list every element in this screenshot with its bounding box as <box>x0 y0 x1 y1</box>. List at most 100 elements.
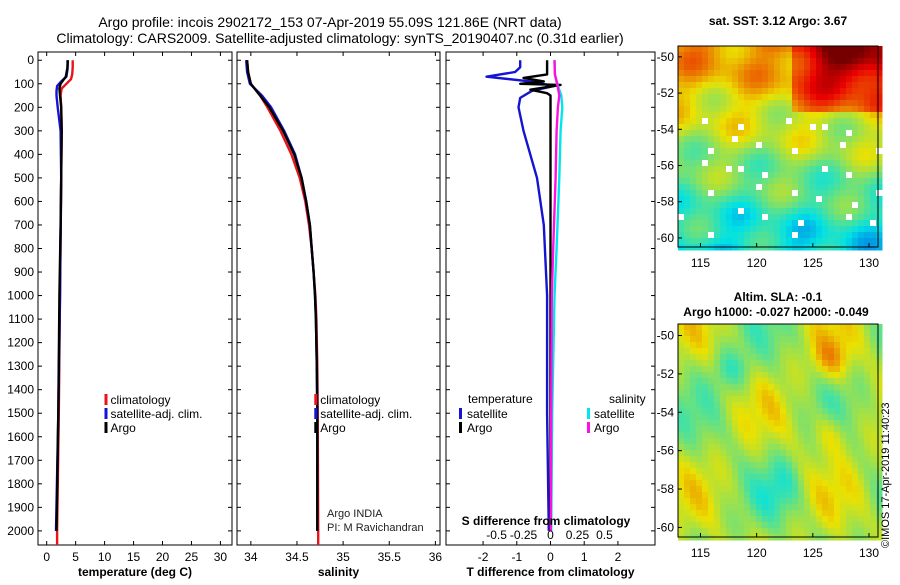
sla-map-cell <box>864 336 871 343</box>
sst-map-cell <box>690 148 697 155</box>
sla-map-cell <box>816 336 823 343</box>
sst-map-cell <box>708 220 715 227</box>
sla-map-cell <box>768 474 775 481</box>
sst-map-cell <box>726 130 733 137</box>
sla-map-cell <box>834 360 841 367</box>
sst-map-cell <box>798 232 805 239</box>
sla-map-cell <box>684 372 691 379</box>
sst-map-cell <box>762 76 769 83</box>
sst-map-cell <box>834 166 841 173</box>
sla-map-cell <box>810 504 817 511</box>
sst-map-cell <box>816 226 823 233</box>
sst-map-cell <box>804 166 811 173</box>
sst-map-cell <box>750 106 757 113</box>
sst-map-cell <box>864 160 871 167</box>
sla-map-cell <box>780 510 787 517</box>
sla-map-cell <box>792 504 799 511</box>
sst-map-cell <box>810 238 817 245</box>
sla-map-cell <box>696 366 703 373</box>
sst-map-cell <box>804 58 811 65</box>
sst-map-cell <box>870 226 877 233</box>
sla-map-cell <box>774 510 781 517</box>
sst-map-cell <box>840 226 847 233</box>
sla-map-cell <box>840 354 847 361</box>
sst-map-cell <box>738 58 745 65</box>
sla-map-cell <box>750 456 757 463</box>
sst-map-cell <box>804 100 811 107</box>
sst-map-cell <box>762 190 769 197</box>
sst-map-cell <box>780 70 787 77</box>
sla-map-cell <box>798 396 805 403</box>
sla-map-cell <box>702 384 709 391</box>
sla-map-cell <box>714 348 721 355</box>
sla-map-cell <box>744 504 751 511</box>
sst-map-cell <box>798 226 805 233</box>
sst-map-cell <box>690 220 697 227</box>
sst-map-cell <box>876 82 883 89</box>
sla-map-cell <box>702 336 709 343</box>
sst-map-cell <box>870 202 877 209</box>
sst-map-cell <box>870 94 877 101</box>
differences-series-salinity-argo <box>549 60 561 531</box>
sla-map-cell <box>816 420 823 427</box>
sla-map-cell <box>870 486 877 493</box>
sla-map-cell <box>786 468 793 475</box>
depth-tick-label: 1900 <box>7 500 34 514</box>
sla-map-cell <box>876 414 883 421</box>
sla-map-cell <box>732 336 739 343</box>
sst-map-cell <box>708 52 715 59</box>
sst-map-cell <box>768 100 775 107</box>
sst-map-cell <box>810 220 817 227</box>
sst-map-cell <box>822 52 829 59</box>
sst-map-xtick-label: 125 <box>803 256 823 270</box>
sla-map-cell <box>708 342 715 349</box>
sla-map-cell <box>876 390 883 397</box>
sla-map-cell <box>732 492 739 499</box>
sla-map-cell <box>744 372 751 379</box>
sst-map-cell <box>792 166 799 173</box>
sst-map-cell <box>732 106 739 113</box>
sla-map-cell <box>768 516 775 523</box>
sla-map-cell <box>798 324 805 331</box>
sla-map-cell <box>702 462 709 469</box>
sst-map-cell <box>750 88 757 95</box>
sst-map-cell <box>714 232 721 239</box>
sla-map-cell <box>816 444 823 451</box>
sla-map-cell <box>876 510 883 517</box>
sst-map-cell <box>792 142 799 149</box>
sla-map-cell <box>702 420 709 427</box>
differences-xtick-label: -1 <box>511 550 522 564</box>
sla-map-cell <box>690 426 697 433</box>
sst-map-cell <box>870 190 877 197</box>
sla-map-cell <box>720 456 727 463</box>
sla-map-cell <box>708 516 715 523</box>
sst-map-cell <box>828 214 835 221</box>
sst-map-cell <box>720 214 727 221</box>
sst-map-cell <box>690 106 697 113</box>
sst-map-cell <box>774 214 781 221</box>
sst-map-title: sat. SST: 3.12 Argo: 3.67 <box>709 14 848 28</box>
sst-map-cell <box>870 184 877 191</box>
sst-map-cell <box>804 202 811 209</box>
sla-map-cell <box>840 528 847 535</box>
sst-map-cell <box>870 52 877 59</box>
sla-map-cell <box>726 366 733 373</box>
sst-map-cell <box>840 64 847 71</box>
sst-map-cell <box>774 160 781 167</box>
sla-map-cell <box>732 528 739 535</box>
sla-map-cell <box>732 396 739 403</box>
sla-map-cell <box>810 396 817 403</box>
sst-map-cell <box>834 160 841 167</box>
sst-map-cell <box>858 118 865 125</box>
sla-map-cell <box>822 432 829 439</box>
sst-map-ytick-label: -54 <box>657 122 675 136</box>
sst-map-cell <box>822 82 829 89</box>
sla-map-cell <box>852 372 859 379</box>
sst-map-cell <box>744 52 751 59</box>
sst-map-cell <box>780 232 787 239</box>
sla-map-cell <box>756 384 763 391</box>
sst-map-cell <box>798 94 805 101</box>
sst-map-cell <box>780 76 787 83</box>
sla-map-cell <box>678 516 685 523</box>
sla-map-cell <box>864 480 871 487</box>
